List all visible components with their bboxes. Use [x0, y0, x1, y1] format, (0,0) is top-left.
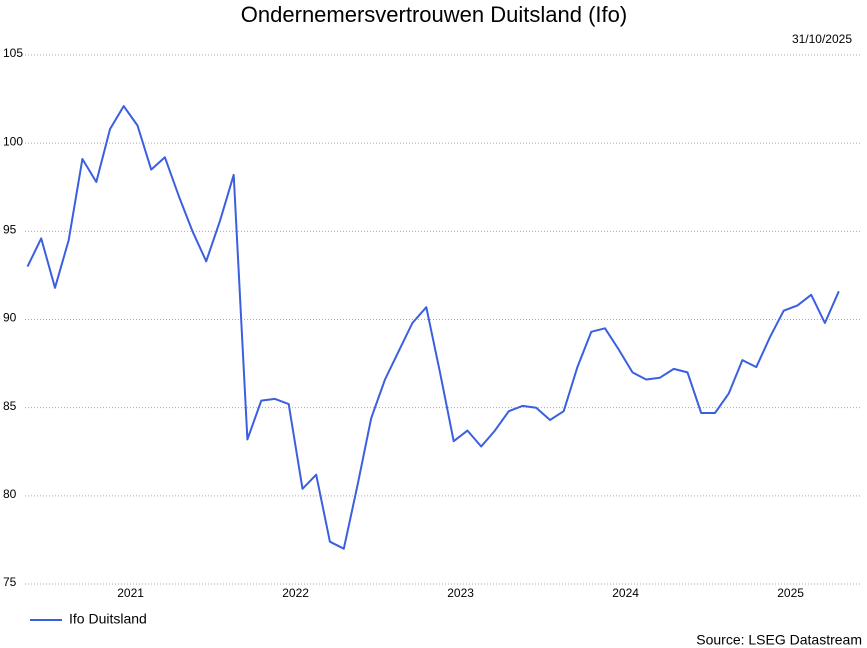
chart-title: Ondernemersvertrouwen Duitsland (Ifo) [241, 2, 627, 27]
y-tick-label: 95 [3, 223, 17, 237]
source-label: Source: LSEG Datastream [696, 632, 862, 648]
y-tick-label: 85 [3, 399, 17, 413]
y-tick-label: 75 [3, 575, 17, 589]
x-tick-label: 2025 [777, 586, 804, 600]
legend-label: Ifo Duitsland [69, 611, 147, 627]
date-label: 31/10/2025 [792, 32, 852, 46]
y-tick-label: 105 [3, 46, 23, 60]
x-tick-label: 2023 [447, 586, 474, 600]
x-tick-label: 2024 [612, 586, 639, 600]
x-tick-label: 2021 [117, 586, 144, 600]
y-tick-label: 80 [3, 487, 17, 501]
y-tick-label: 90 [3, 311, 17, 325]
series-line [26, 105, 840, 550]
y-tick-label: 100 [3, 134, 23, 148]
x-tick-label: 2022 [282, 586, 309, 600]
